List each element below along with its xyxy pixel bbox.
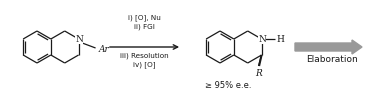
Text: iv) [O]: iv) [O] [133, 62, 155, 68]
Text: ≥ 95% e.e.: ≥ 95% e.e. [205, 81, 251, 90]
Text: i) [O], Nu: i) [O], Nu [127, 15, 160, 21]
Text: R: R [255, 69, 262, 78]
FancyArrow shape [295, 40, 362, 54]
Text: N: N [258, 35, 266, 43]
Text: Ar: Ar [99, 45, 109, 55]
Text: H: H [276, 35, 284, 43]
Text: Elaboration: Elaboration [306, 55, 358, 65]
Text: N: N [75, 35, 83, 43]
Text: ii) FGI: ii) FGI [133, 24, 155, 30]
Text: iii) Resolution: iii) Resolution [120, 53, 168, 59]
